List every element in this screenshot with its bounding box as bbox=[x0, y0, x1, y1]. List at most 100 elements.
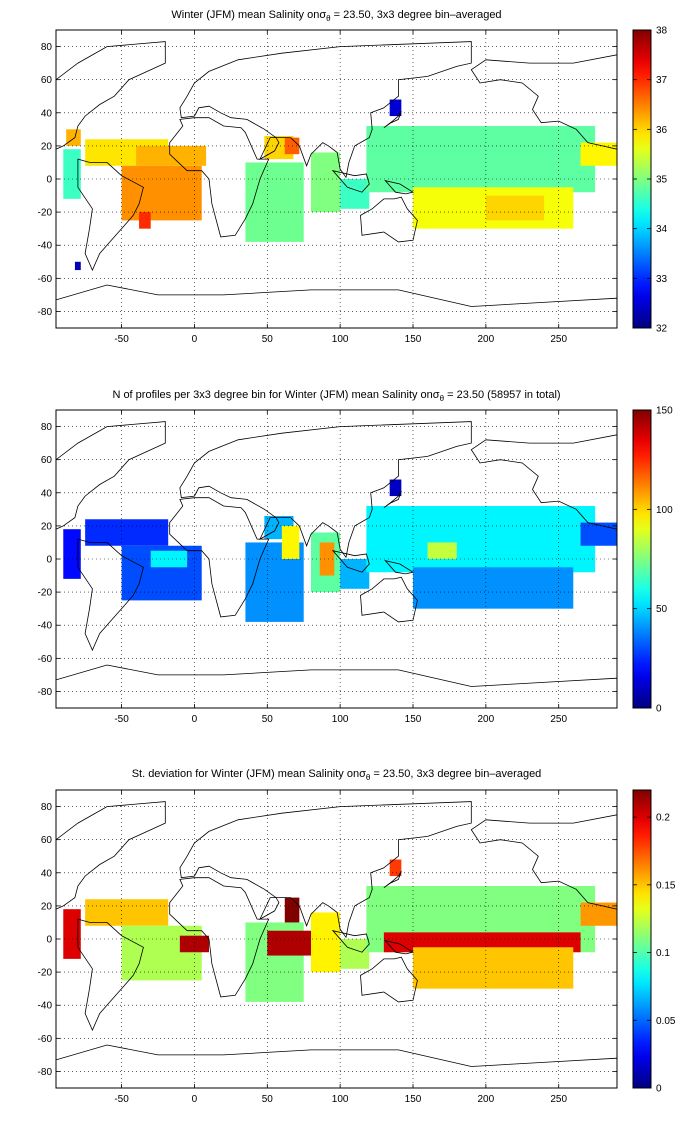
coastline-9 bbox=[331, 170, 370, 193]
colorbar-tick-label: 0.05 bbox=[656, 1016, 676, 1027]
title-text-1: N of profiles per 3x3 degree bin for Win… bbox=[112, 389, 432, 401]
x-tick-label: 250 bbox=[550, 714, 567, 725]
coastline-1 bbox=[56, 421, 166, 530]
x-tick-label: -50 bbox=[114, 714, 129, 725]
coastline-3 bbox=[169, 877, 270, 998]
coastline-9 bbox=[331, 930, 370, 953]
y-tick-label: -60 bbox=[38, 274, 53, 285]
axes-frame bbox=[55, 789, 618, 1089]
data-cell-2 bbox=[85, 519, 169, 546]
coastline-5 bbox=[360, 956, 418, 1003]
colorbar-tick-label: 32 bbox=[656, 324, 668, 335]
x-tick-label: 50 bbox=[262, 1094, 274, 1105]
data-cell-5 bbox=[245, 162, 304, 242]
colorbar-tick-label: 34 bbox=[656, 224, 668, 235]
x-tick-label: 150 bbox=[405, 334, 422, 345]
coastline-7 bbox=[470, 54, 617, 150]
title-subscript-theta: θ bbox=[366, 773, 371, 782]
data-cell-4 bbox=[179, 935, 209, 953]
chart-panel-3: St. deviation for Winter (JFM) mean Sali… bbox=[38, 768, 676, 1105]
colorbar-tick-label: 33 bbox=[656, 274, 668, 285]
x-tick-label: 200 bbox=[478, 334, 495, 345]
title-subscript-theta: θ bbox=[440, 394, 445, 403]
y-tick-label: 20 bbox=[41, 901, 53, 912]
data-cell-7 bbox=[281, 525, 300, 559]
y-tick-label: 80 bbox=[41, 42, 53, 53]
coastline-2 bbox=[77, 538, 144, 652]
coastline-10 bbox=[384, 180, 415, 195]
coastline-1 bbox=[56, 41, 166, 150]
y-tick-label: 40 bbox=[41, 868, 53, 879]
x-tick-label: 100 bbox=[332, 334, 349, 345]
x-tick-label: 250 bbox=[550, 334, 567, 345]
x-tick-label: 0 bbox=[192, 1094, 198, 1105]
colorbar-tick-label: 36 bbox=[656, 125, 668, 136]
data-cells bbox=[63, 479, 617, 622]
coastline-2 bbox=[77, 918, 144, 1032]
data-cell-14 bbox=[389, 859, 402, 877]
title-sigma: σ bbox=[433, 389, 440, 401]
data-cell-13 bbox=[580, 142, 617, 166]
colorbar: 150 100 50 0 bbox=[632, 406, 673, 715]
title-sigma: σ bbox=[359, 768, 366, 780]
title-subscript-theta: θ bbox=[326, 14, 331, 23]
coastline-4 bbox=[179, 41, 472, 179]
data-cell-17 bbox=[74, 261, 81, 271]
data-cell-8 bbox=[311, 912, 341, 973]
title-text-2: = 23.50, 3x3 degree bin–averaged bbox=[331, 9, 502, 21]
data-cell-10 bbox=[366, 126, 596, 193]
data-cell-16 bbox=[389, 99, 402, 117]
chart-title: St. deviation for Winter (JFM) mean Sali… bbox=[132, 768, 542, 782]
y-tick-label: 80 bbox=[41, 422, 53, 433]
colorbar-tick-label: 37 bbox=[656, 75, 668, 86]
data-cell-12 bbox=[485, 195, 545, 221]
coastline-6 bbox=[56, 664, 617, 708]
colorbar-tick-label: 35 bbox=[656, 175, 668, 186]
axes-frame bbox=[55, 29, 618, 329]
data-cells bbox=[63, 859, 617, 1002]
y-tick-label: -60 bbox=[38, 1034, 53, 1045]
colorbar-gradient bbox=[632, 789, 652, 1089]
x-tick-label: 0 bbox=[192, 714, 198, 725]
y-tick-label: 0 bbox=[46, 555, 52, 566]
colorbar-tick-label: 50 bbox=[656, 604, 668, 615]
title-sigma: σ bbox=[319, 9, 326, 21]
y-tick-label: 40 bbox=[41, 488, 53, 499]
y-tick-label: -80 bbox=[38, 307, 53, 318]
coastline-5 bbox=[360, 576, 418, 623]
coastline-10 bbox=[384, 560, 415, 575]
colorbar-tick-label: 150 bbox=[656, 406, 673, 417]
x-tick-label: 100 bbox=[332, 1094, 349, 1105]
data-cell-2 bbox=[85, 899, 169, 926]
coastline-10 bbox=[384, 940, 415, 955]
chart-panel-1: Winter (JFM) mean Salinity onσθ = 23.50,… bbox=[38, 9, 668, 345]
y-tick-label: -40 bbox=[38, 621, 53, 632]
data-cell-12 bbox=[413, 947, 574, 989]
x-tick-label: 150 bbox=[405, 714, 422, 725]
colorbar-gradient bbox=[632, 409, 652, 709]
y-tick-label: 20 bbox=[41, 521, 53, 532]
title-text-2: = 23.50 (58957 in total) bbox=[444, 389, 561, 401]
chart-panel-2: N of profiles per 3x3 degree bin for Win… bbox=[38, 389, 674, 725]
y-tick-label: 60 bbox=[41, 75, 53, 86]
title-text-1: Winter (JFM) mean Salinity on bbox=[171, 9, 319, 21]
data-cell-11 bbox=[366, 506, 596, 573]
x-tick-label: 50 bbox=[262, 334, 274, 345]
data-cell-1 bbox=[63, 149, 81, 199]
data-cell-9 bbox=[319, 542, 335, 576]
colorbar-tick-label: 0 bbox=[656, 704, 662, 715]
coastline-7 bbox=[470, 814, 617, 910]
x-tick-label: 50 bbox=[262, 714, 274, 725]
x-tick-label: 200 bbox=[478, 1094, 495, 1105]
y-tick-label: -80 bbox=[38, 687, 53, 698]
colorbar-tick-label: 0.1 bbox=[656, 948, 670, 959]
data-cell-15 bbox=[66, 129, 81, 146]
colorbar-tick-label: 100 bbox=[656, 505, 673, 516]
y-tick-label: 80 bbox=[41, 802, 53, 813]
y-tick-label: 20 bbox=[41, 141, 53, 152]
data-cell-13 bbox=[580, 902, 617, 926]
data-cell-1 bbox=[63, 909, 81, 959]
coastline-1 bbox=[56, 801, 166, 910]
